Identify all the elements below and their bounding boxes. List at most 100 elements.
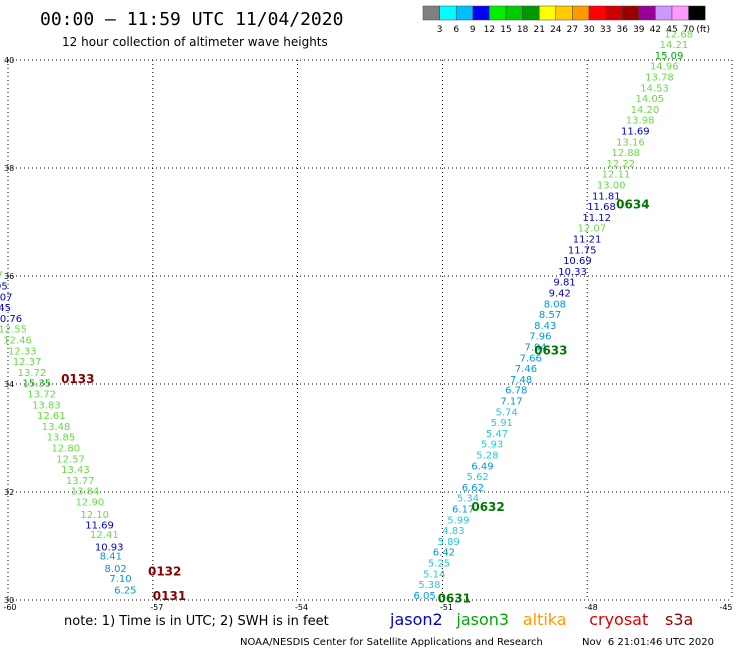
colorbar-swatch xyxy=(538,5,557,21)
data-point-label: 13.84 xyxy=(71,487,100,498)
colorbar-swatch xyxy=(588,5,606,21)
y-tick-label: 32 xyxy=(4,488,14,497)
data-point-label: 13.72 xyxy=(18,368,47,379)
data-point-label: 13.72 xyxy=(27,390,56,401)
data-point-label: 14.05 xyxy=(635,94,664,105)
data-point-label: 5.93 xyxy=(481,440,503,451)
time-label: 0632 xyxy=(471,500,504,514)
data-point-label: 14.53 xyxy=(640,83,669,94)
x-tick-label: -60 xyxy=(3,603,16,612)
data-point-label: 12.41 xyxy=(90,530,119,541)
data-point-label: 5.14 xyxy=(423,569,445,580)
data-point-label: 6.62 xyxy=(462,483,484,494)
colorbar-label: 24 xyxy=(550,25,562,35)
data-point-label: 14.21 xyxy=(660,40,689,51)
legend-item: jason2 xyxy=(389,610,443,629)
data-point-label: 9.45 xyxy=(0,303,11,314)
colorbar-swatch xyxy=(655,5,673,21)
y-tick-label: 40 xyxy=(4,56,14,65)
time-label: 0132 xyxy=(148,565,181,579)
data-point-label: 8.43 xyxy=(534,321,556,332)
data-point-label: 10.33 xyxy=(558,267,587,278)
colorbar-label: 9 xyxy=(470,25,476,35)
data-point-label: 5.89 xyxy=(438,537,460,548)
data-point-label: 12.10 xyxy=(80,510,109,521)
legend-item: s3a xyxy=(665,610,693,629)
data-point-label: 4.83 xyxy=(442,526,464,537)
colorbar-label: 21 xyxy=(533,25,544,35)
data-point-label: 7.17 xyxy=(500,397,522,408)
data-point-label: 12.22 xyxy=(607,159,636,170)
grid xyxy=(7,59,733,601)
data-point-label: 10.69 xyxy=(563,256,592,267)
colorbar-swatch xyxy=(555,5,573,21)
time-label: 0131 xyxy=(153,589,186,603)
colorbar-swatch xyxy=(455,5,474,21)
data-point-label: 7.94 xyxy=(524,343,546,354)
data-point-label: 7.48 xyxy=(510,375,532,386)
colorbar-swatch xyxy=(688,5,706,21)
time-label: 0631 xyxy=(438,592,471,606)
data-point-label: 11.69 xyxy=(621,127,650,138)
colorbar-label: 39 xyxy=(633,25,645,35)
data-point-label: 15.09 xyxy=(655,51,684,62)
data-point-label: 8.02 xyxy=(105,564,127,575)
colorbar-swatch xyxy=(522,5,540,21)
x-tick-label: -51 xyxy=(440,603,453,612)
colorbar-label: 70 xyxy=(683,25,695,35)
data-point-label: 5.38 xyxy=(418,580,440,591)
y-tick-label: 38 xyxy=(4,164,14,173)
colorbar-swatch xyxy=(638,5,656,21)
y-tick-label: 34 xyxy=(4,380,14,389)
colorbar-label: 33 xyxy=(600,25,611,35)
x-tick-label: -48 xyxy=(585,603,598,612)
data-point-label: 5.28 xyxy=(476,451,498,462)
time-label: 0634 xyxy=(616,198,649,212)
data-point-label: 11.95 xyxy=(0,282,8,293)
data-point-label: 5.25 xyxy=(428,559,450,570)
data-point-label: 11.07 xyxy=(0,292,13,303)
colorbar: 3 6 9 12 15 18 21 24 27 30 33 36 39 42 45 70 (ft) xyxy=(422,5,710,35)
chart-title: 00:00 — 11:59 UTC 11/04/2020 xyxy=(40,9,343,30)
data-point-label: 5.99 xyxy=(447,515,469,526)
data-point-label: 9.42 xyxy=(549,289,571,300)
data-point-label: 12.57 xyxy=(0,271,3,282)
y-tick-label: 30 xyxy=(4,596,14,605)
data-point-label: 12.37 xyxy=(13,357,42,368)
data-point-label: 11.75 xyxy=(568,245,597,256)
data-point-label: 13.78 xyxy=(645,73,674,84)
legend: jason2 jason3 altika cryosat s3a xyxy=(389,610,693,629)
colorbar-swatch xyxy=(605,5,623,21)
data-point-label: 5.62 xyxy=(467,472,489,483)
colorbar-label: 45 xyxy=(666,25,677,35)
colorbar-label: 15 xyxy=(500,25,511,35)
data-point-label: 7.66 xyxy=(520,353,542,364)
axis-ticks: -60 -57 -54 -51 -48 -45 30 32 34 36 38 40 xyxy=(3,56,732,612)
data-point-label: 12.80 xyxy=(51,444,80,455)
footer-credit: NOAA/NESDIS Center for Satellite Applica… xyxy=(240,637,543,648)
footer-timestamp: Nov 6 21:01:46 UTC 2020 xyxy=(582,637,714,648)
x-tick-label: -57 xyxy=(150,603,163,612)
legend-item: jason3 xyxy=(455,610,509,629)
data-point-label: 5.91 xyxy=(491,418,513,429)
footer-note: note: 1) Time is in UTC; 2) SWH is in fe… xyxy=(64,614,329,629)
data-point-label: 13.83 xyxy=(32,400,61,411)
data-point-label: 12.90 xyxy=(76,498,105,509)
y-tick-label: 36 xyxy=(4,272,14,281)
data-marks: 6.257.108.028.4110.9312.4111.6912.1012.9… xyxy=(0,29,693,605)
data-point-label: 12.88 xyxy=(611,148,640,159)
data-point-label: 5.47 xyxy=(486,429,508,440)
data-point-label: 5.34 xyxy=(457,494,479,505)
data-point-label: 8.08 xyxy=(544,299,566,310)
colorbar-swatch xyxy=(489,5,507,21)
data-point-label: 6.42 xyxy=(433,548,455,559)
colorbar-swatch xyxy=(671,5,689,21)
data-point-label: 15.35 xyxy=(22,379,51,390)
data-point-label: 13.48 xyxy=(42,422,71,433)
data-point-label: 13.98 xyxy=(626,116,655,127)
colorbar-swatch xyxy=(472,5,490,21)
x-tick-label: -54 xyxy=(295,603,308,612)
data-point-label: 13.77 xyxy=(66,476,95,487)
colorbar-swatch xyxy=(439,5,457,21)
